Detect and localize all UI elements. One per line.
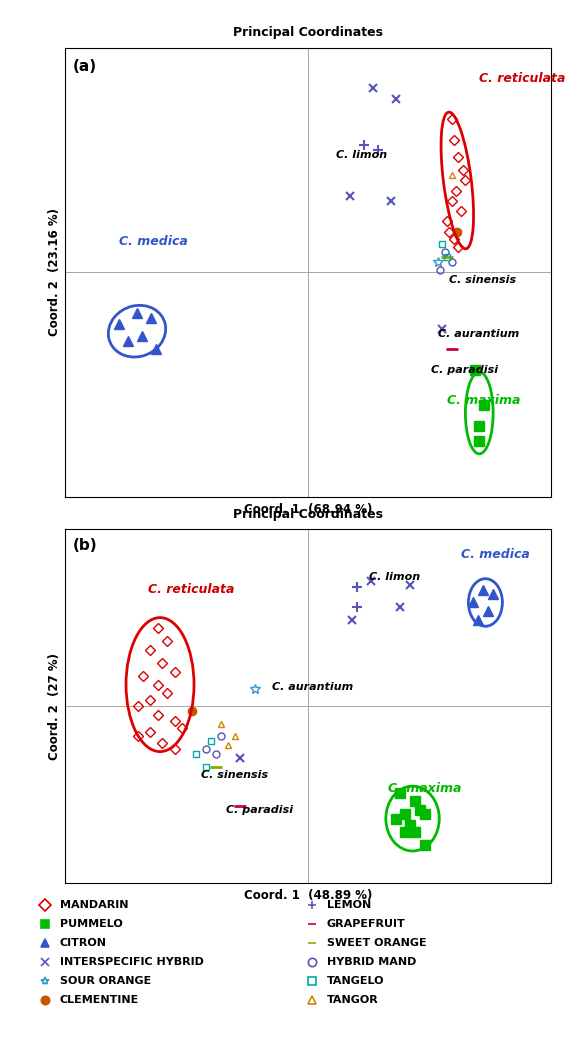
Text: TANGOR: TANGOR [327, 995, 378, 1005]
Y-axis label: Coord. 2  (23.16 %): Coord. 2 (23.16 %) [48, 208, 61, 336]
X-axis label: Coord. 1  (68.94 %): Coord. 1 (68.94 %) [244, 503, 373, 516]
Text: C. paradisi: C. paradisi [431, 365, 498, 375]
Text: C. reticulata: C. reticulata [479, 72, 566, 85]
Text: C. sinensis: C. sinensis [449, 275, 516, 285]
Text: CITRON: CITRON [60, 937, 107, 948]
Text: TANGELO: TANGELO [327, 975, 384, 986]
Text: C. aurantium: C. aurantium [272, 681, 353, 692]
Text: HYBRID MAND: HYBRID MAND [327, 956, 416, 967]
Text: C. reticulata: C. reticulata [148, 583, 234, 596]
Text: SWEET ORANGE: SWEET ORANGE [327, 937, 426, 948]
Text: C. sinensis: C. sinensis [201, 770, 269, 781]
Text: C. medica: C. medica [461, 548, 530, 562]
X-axis label: Coord. 1  (48.89 %): Coord. 1 (48.89 %) [244, 889, 373, 902]
Text: GRAPEFRUIT: GRAPEFRUIT [327, 918, 406, 929]
Text: C. paradisi: C. paradisi [225, 805, 293, 815]
Text: LEMON: LEMON [327, 899, 371, 910]
Text: PUMMELO: PUMMELO [60, 918, 122, 929]
Text: (a): (a) [73, 59, 97, 74]
Text: MANDARIN: MANDARIN [60, 899, 128, 910]
Text: C. medica: C. medica [119, 235, 187, 249]
Text: C. aurantium: C. aurantium [438, 329, 519, 339]
Text: CLEMENTINE: CLEMENTINE [60, 995, 139, 1005]
Text: SOUR ORANGE: SOUR ORANGE [60, 975, 151, 986]
Text: (b): (b) [73, 537, 97, 553]
Y-axis label: Coord. 2  (27 %): Coord. 2 (27 %) [48, 653, 61, 760]
Text: C. maxima: C. maxima [389, 782, 462, 795]
Text: C. limon: C. limon [336, 150, 387, 160]
Text: INTERSPECIFIC HYBRID: INTERSPECIFIC HYBRID [60, 956, 203, 967]
Text: Principal Coordinates: Principal Coordinates [233, 26, 383, 39]
Text: C. limon: C. limon [369, 571, 420, 582]
Text: C. maxima: C. maxima [447, 394, 520, 406]
Text: Principal Coordinates: Principal Coordinates [233, 508, 383, 521]
